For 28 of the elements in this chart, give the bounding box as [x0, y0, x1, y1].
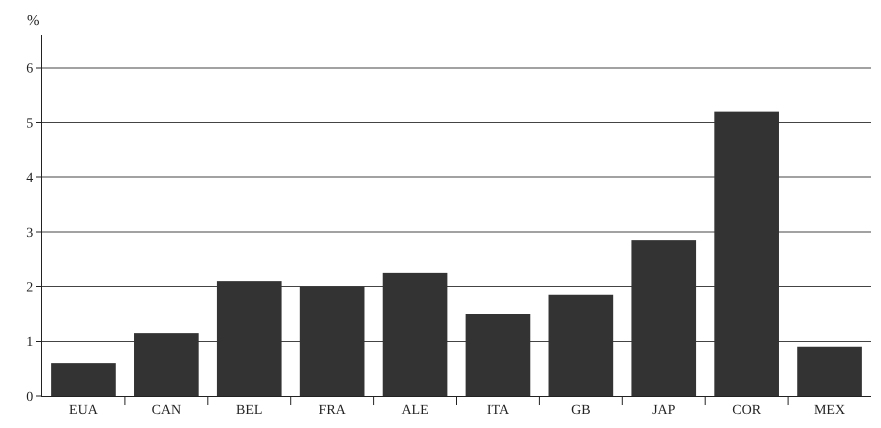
x-tick-label: ITA — [486, 402, 510, 418]
bar — [631, 240, 696, 396]
bar — [714, 112, 779, 396]
bar — [382, 272, 448, 396]
y-axis-title: % — [27, 13, 40, 29]
x-tick-label: GB — [571, 402, 591, 418]
x-tick-label: EUA — [69, 402, 99, 418]
bar — [300, 286, 364, 396]
bar — [51, 363, 116, 396]
y-tick-label: 6 — [26, 62, 34, 77]
bar — [216, 281, 282, 396]
x-tick-label: ALE — [401, 402, 429, 418]
bar — [134, 333, 199, 396]
x-tick-label: JAP — [652, 402, 676, 418]
y-tick-label: 2 — [26, 280, 34, 296]
bar — [548, 294, 614, 396]
y-tick-label: 5 — [26, 116, 34, 132]
x-tick-label: FRA — [318, 402, 347, 418]
x-tick-label: CAN — [152, 402, 182, 418]
y-tick-label: 3 — [26, 226, 34, 241]
bar — [466, 314, 530, 396]
y-tick-label: 0 — [26, 390, 34, 405]
x-tick-label: MEX — [814, 402, 846, 418]
y-tick-label: 1 — [26, 335, 34, 350]
bar — [797, 346, 862, 396]
x-tick-label: COR — [732, 402, 762, 418]
y-tick-label: 4 — [26, 171, 34, 186]
x-tick-label: BEL — [236, 402, 262, 418]
